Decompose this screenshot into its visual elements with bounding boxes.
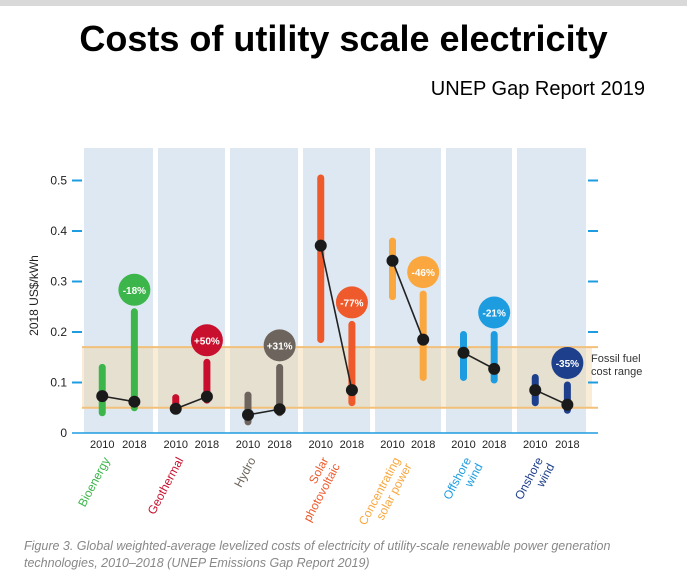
slide-top-bar [0,0,687,6]
avg-point-2018-5 [488,362,501,375]
panel-4 [375,148,441,433]
fossil-fuel-band [82,347,592,408]
category-label-line: Bioenergy [75,455,113,509]
y-tick-label: 0.3 [50,275,67,289]
avg-point-2018-2 [273,403,286,416]
change-badge-label: +31% [267,341,293,352]
x-year-label: 2010 [451,439,475,451]
y-tick-label: 0.2 [50,325,67,339]
avg-connector-3 [319,245,353,391]
x-year-label: 2010 [90,439,114,451]
x-year-label: 2018 [555,439,579,451]
category-label-line: Hydro [231,455,259,490]
y-tick-label: 0 [60,426,67,440]
fossil-band-label: Fossil fuel [591,353,641,365]
change-badge-4 [407,256,440,289]
avg-point-2018-3 [345,384,358,397]
change-badge-1 [190,324,223,357]
x-year-label: 2010 [164,439,188,451]
change-badge-6 [551,347,584,380]
avg-point-2010-1 [169,402,182,415]
avg-point-2018-6 [561,398,574,411]
x-year-label: 2018 [340,439,364,451]
change-badge-0 [118,273,151,306]
avg-point-2010-0 [96,390,109,403]
y-tick-label: 0.4 [50,224,67,238]
change-badge-5 [478,296,511,329]
fossil-band-label: cost range [591,366,642,378]
avg-point-2010-2 [242,408,254,421]
category-label-1: Geothermal [145,455,187,517]
avg-connector-4 [391,260,424,340]
x-year-label: 2018 [482,439,506,451]
panel-5 [446,148,512,433]
slide-title: Costs of utility scale electricity [79,18,608,59]
x-year-label: 2018 [195,439,219,451]
change-badge-label: -21% [483,309,506,320]
change-badge-label: -35% [556,359,579,370]
x-year-label: 2010 [523,439,547,451]
x-year-label: 2010 [309,439,333,451]
avg-point-2010-6 [529,384,542,397]
avg-point-2010-3 [314,239,327,252]
avg-point-2018-4 [417,333,430,346]
change-badge-label: -18% [123,286,146,297]
panel-2 [230,148,298,433]
change-badge-2 [263,329,296,362]
avg-point-2010-5 [457,346,470,359]
y-tick-label: 0.1 [50,376,67,390]
avg-point-2010-4 [386,254,399,267]
category-label-2: Hydro [231,455,259,490]
avg-point-2018-0 [128,395,141,408]
panel-6 [517,148,586,433]
y-tick-label: 0.5 [50,174,67,188]
category-label-line: Geothermal [145,455,187,517]
x-year-label: 2010 [236,439,260,451]
change-badge-3 [335,286,368,319]
slide-subtitle: UNEP Gap Report 2019 [430,78,645,100]
change-badge-label: -77% [340,298,363,309]
y-axis-label: 2018 US$/kWh [27,255,41,336]
category-label-0: Bioenergy [75,455,113,509]
panel-1 [158,148,225,433]
x-year-label: 2010 [380,439,404,451]
change-badge-label: -46% [412,268,435,279]
figure-caption: Figure 3. Global weighted-average leveli… [24,539,611,570]
x-year-label: 2018 [267,439,291,451]
change-badge-label: +50% [194,336,220,347]
x-year-label: 2018 [122,439,146,451]
avg-point-2018-1 [200,390,213,403]
x-year-label: 2018 [411,439,435,451]
